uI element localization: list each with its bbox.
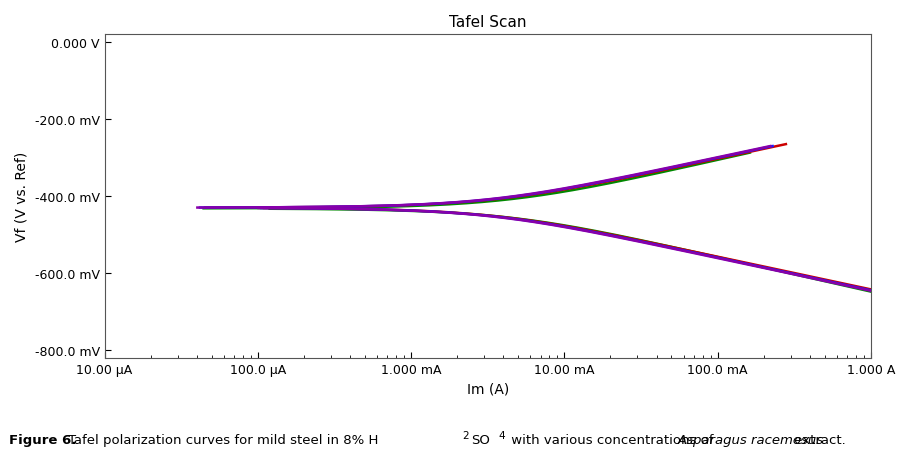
Y-axis label: Vf (V vs. Ref): Vf (V vs. Ref) — [15, 152, 29, 242]
Text: 4: 4 — [499, 430, 505, 440]
Text: SO: SO — [471, 433, 490, 446]
X-axis label: Im (A): Im (A) — [467, 382, 509, 396]
Title: Tafel Scan: Tafel Scan — [449, 15, 526, 30]
Text: with various concentrations of: with various concentrations of — [507, 433, 718, 446]
Text: Asparagus racemosus: Asparagus racemosus — [678, 433, 824, 446]
Text: extract.: extract. — [790, 433, 845, 446]
Text: Figure 6.: Figure 6. — [9, 433, 76, 446]
Text: 2: 2 — [462, 430, 469, 440]
Text: Tafel polarization curves for mild steel in 8% H: Tafel polarization curves for mild steel… — [68, 433, 379, 446]
